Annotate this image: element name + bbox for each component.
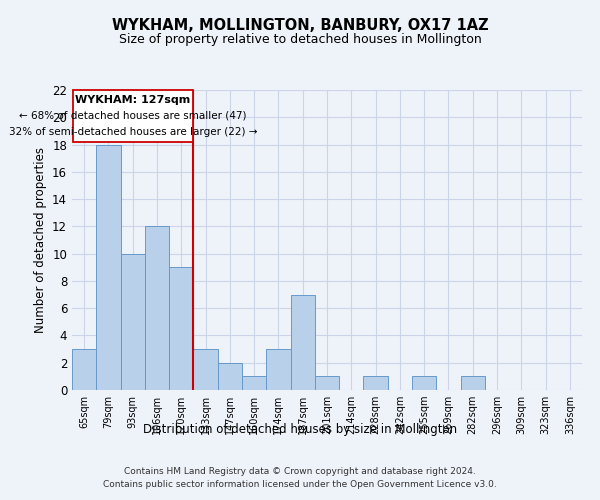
Text: WYKHAM: 127sqm: WYKHAM: 127sqm [76, 94, 191, 104]
Bar [72, 349, 96, 390]
Text: Contains public sector information licensed under the Open Government Licence v3: Contains public sector information licen… [103, 480, 497, 489]
Bar [315, 376, 339, 390]
Bar [242, 376, 266, 390]
Text: Size of property relative to detached houses in Mollington: Size of property relative to detached ho… [119, 32, 481, 46]
Bar [461, 376, 485, 390]
Text: WYKHAM, MOLLINGTON, BANBURY, OX17 1AZ: WYKHAM, MOLLINGTON, BANBURY, OX17 1AZ [112, 18, 488, 32]
Bar [193, 349, 218, 390]
Bar [145, 226, 169, 390]
Bar [364, 376, 388, 390]
Text: Distribution of detached houses by size in Mollington: Distribution of detached houses by size … [143, 422, 457, 436]
Bar [96, 144, 121, 390]
Y-axis label: Number of detached properties: Number of detached properties [34, 147, 47, 333]
FancyBboxPatch shape [73, 90, 193, 142]
Bar [412, 376, 436, 390]
Text: Contains HM Land Registry data © Crown copyright and database right 2024.: Contains HM Land Registry data © Crown c… [124, 467, 476, 476]
Bar [218, 362, 242, 390]
Bar [169, 268, 193, 390]
Text: 32% of semi-detached houses are larger (22) →: 32% of semi-detached houses are larger (… [9, 128, 257, 138]
Bar [266, 349, 290, 390]
Bar [290, 294, 315, 390]
Bar [121, 254, 145, 390]
Text: ← 68% of detached houses are smaller (47): ← 68% of detached houses are smaller (47… [19, 111, 247, 121]
